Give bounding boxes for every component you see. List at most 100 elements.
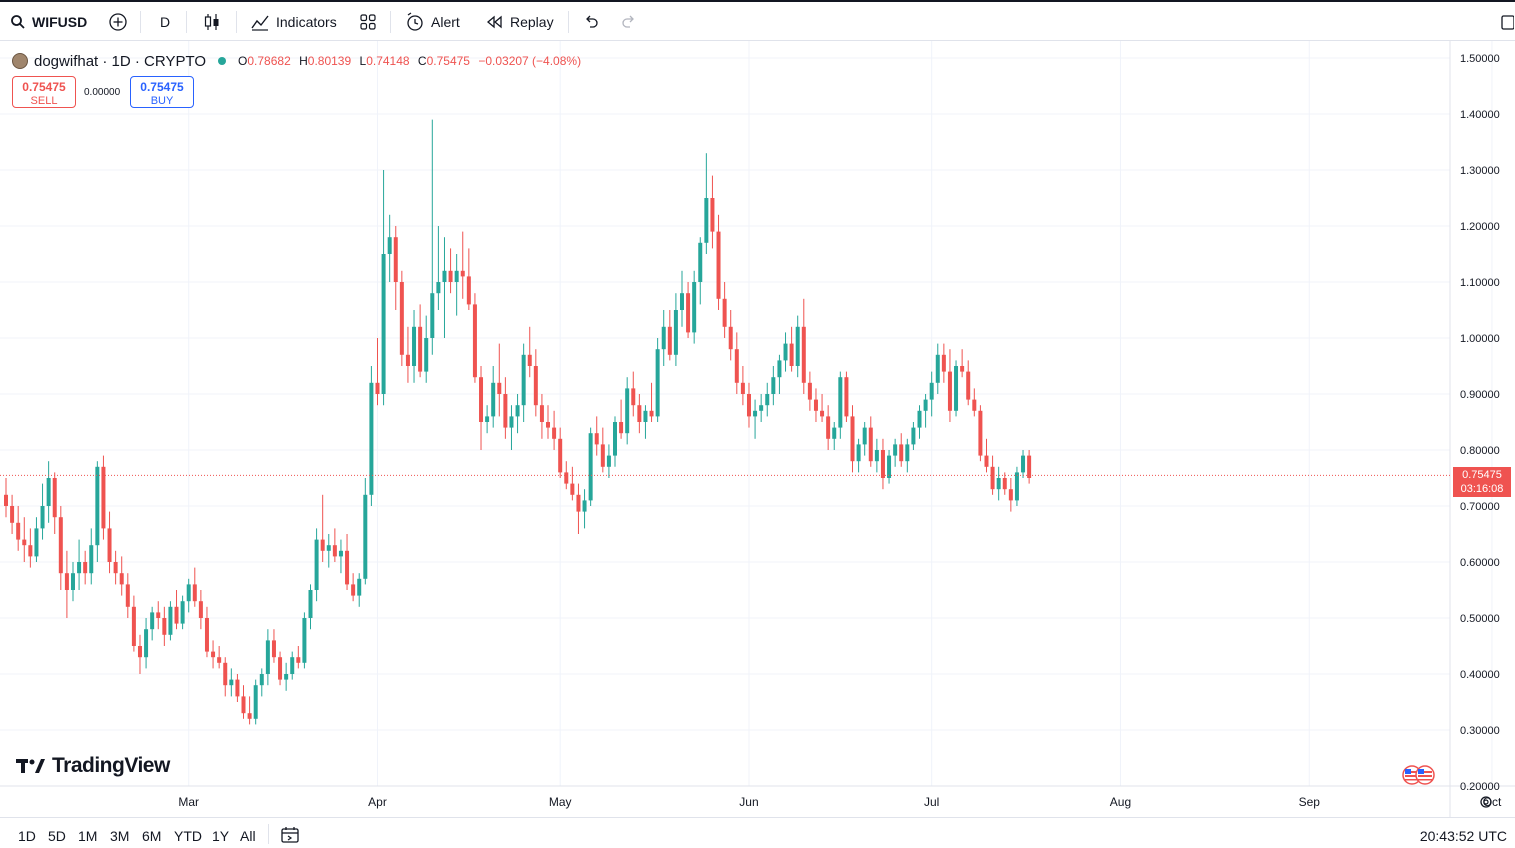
candle [131,595,136,652]
candle-body [125,584,130,607]
candle-body [472,304,477,378]
candle [539,394,544,439]
sell-price: 0.75475 [22,80,66,94]
candle-body [332,545,337,557]
candle-body [740,382,745,394]
candle-body [667,326,672,355]
templates-button[interactable] [359,2,377,41]
candle-body [838,377,843,428]
price-chart[interactable]: 1.50000 1.40000 1.30000 1.20000 1.10000 1.000… [0,41,1515,817]
utc-clock[interactable]: 20:43:52 UTC [1419,828,1507,844]
interval-button[interactable]: D [160,2,170,41]
bar-countdown: 03:16:08 [1460,483,1504,495]
candle-body [393,237,398,282]
candle [771,366,776,406]
candle-body [728,326,733,350]
candle [698,237,703,305]
candle-body [637,405,642,422]
candle-body [448,270,453,282]
logo-text: TradingView [52,754,170,777]
candle-body [4,494,8,506]
candle-body [643,410,648,422]
candle-body [186,584,191,602]
range-3m-button[interactable]: 3M [110,828,130,844]
range-1y-button[interactable]: 1Y [212,828,230,844]
settings-icon[interactable] [1480,796,1492,808]
candle [1027,450,1032,484]
candle [795,315,800,378]
candle-body [625,388,630,434]
range-1d-button[interactable]: 1D [18,828,36,844]
candle [198,590,203,630]
candle-body [734,349,739,383]
candle [960,349,965,378]
toolbar-separator [140,11,141,33]
candle-body [899,444,904,462]
candle [412,310,417,383]
replay-button[interactable]: Replay [486,2,554,41]
candle [820,394,825,422]
symbol-search-button[interactable]: WIFUSD [10,2,87,41]
range-1m-button[interactable]: 1M [78,828,98,844]
grid-icon [360,13,376,30]
candle-body [594,433,599,445]
candle-body [28,545,33,557]
time-axis[interactable]: Mar Apr May Jun Jul Aug Sep Oct [178,795,1502,809]
candle [399,270,404,366]
candle-body [119,573,124,585]
chart-grid [0,41,1515,817]
candle [917,405,922,439]
instrument-name[interactable]: dogwifhat · 1D · CRYPTO [34,52,207,70]
candle [606,444,611,478]
price-axis[interactable]: 1.50000 1.40000 1.30000 1.20000 1.10000 1.000… [1460,53,1500,793]
toolbar-separator [390,11,391,33]
candle [649,382,654,422]
tradingview-logo[interactable]: TradingView [16,754,170,778]
range-ytd-button[interactable]: YTD [174,828,202,844]
candle [966,360,971,406]
calendar-goto-icon[interactable] [280,826,300,844]
layout-button[interactable] [1500,2,1514,41]
candle-body [77,562,82,574]
indicators-button[interactable]: Indicators [250,2,337,41]
candle-body [345,550,350,585]
candle [527,326,532,378]
candle-body [606,455,611,467]
candle-body [485,416,490,422]
candle-body [588,433,593,501]
candle-body [89,545,94,574]
candle [174,590,179,630]
compare-button[interactable] [108,2,128,41]
toolbar-separator [236,11,237,33]
candle [77,539,82,590]
toolbar-separator [186,11,187,33]
candle-body [217,657,222,663]
chart-type-button[interactable] [203,2,221,41]
candle-body [198,601,203,618]
redo-button[interactable] [620,2,638,41]
range-all-button[interactable]: All [240,828,256,844]
sell-button[interactable]: 0.75475 SELL [12,76,76,108]
buy-button[interactable]: 0.75475 BUY [130,76,194,108]
market-status-icon[interactable] [218,57,227,65]
candle [479,366,484,450]
range-5d-button[interactable]: 5D [48,828,66,844]
sell-label: SELL [30,95,58,107]
candle-body [576,494,581,512]
alert-button[interactable]: Alert [405,2,460,41]
candle-body [777,360,782,378]
candle-body [753,410,758,417]
candle-body [765,394,770,406]
symbol-label: WIFUSD [32,13,88,30]
plus-circle-icon [109,12,127,31]
candle [107,511,112,574]
candle-body [290,657,295,674]
undo-button[interactable] [582,2,600,41]
top-toolbar: WIFUSD D Indicators Alert Replay [0,0,1515,41]
candle-body [692,282,697,333]
range-6m-button[interactable]: 6M [142,828,162,844]
candle [941,343,946,383]
candle [10,494,15,534]
candle [521,343,526,422]
candle-body [204,618,209,652]
